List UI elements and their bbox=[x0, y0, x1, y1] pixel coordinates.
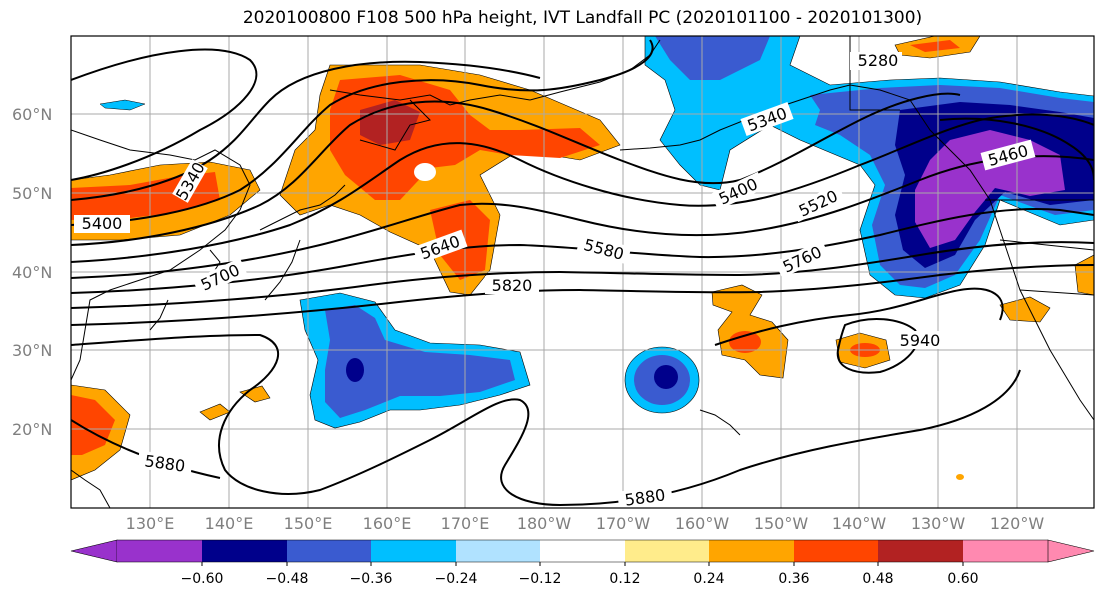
contour-label-5400-west: 5400 bbox=[82, 214, 123, 233]
colorbar-segment bbox=[117, 540, 202, 562]
colorbar-extend-min bbox=[70, 539, 118, 563]
contour-label-5820: 5820 bbox=[492, 276, 533, 295]
colorbar-segment bbox=[540, 540, 625, 562]
colorbar-tick-label: 0.60 bbox=[947, 571, 979, 587]
colorbar-tick-label: 0.12 bbox=[609, 571, 641, 587]
lon-label-140w: 140°W bbox=[831, 514, 887, 533]
lon-label-130e: 130°E bbox=[125, 514, 175, 533]
lon-label-160e: 160°E bbox=[362, 514, 412, 533]
lon-label-170w: 170°W bbox=[595, 514, 651, 533]
colorbar-segment bbox=[878, 540, 963, 562]
colorbar-extend-max bbox=[1047, 539, 1095, 563]
colorbar-tick-label: 0.36 bbox=[778, 571, 810, 587]
colorbar-segment bbox=[456, 540, 540, 562]
colorbar-segment bbox=[709, 540, 794, 562]
colorbar-segment bbox=[371, 540, 456, 562]
height-contours bbox=[71, 39, 1094, 507]
negative-anomaly-fills bbox=[99, 36, 1094, 429]
colorbar-segment bbox=[794, 540, 878, 562]
colorbar-tick-label: −0.48 bbox=[265, 571, 309, 587]
colorbar-tick-label: −0.24 bbox=[434, 571, 478, 587]
lat-label-30n: 30°N bbox=[12, 341, 53, 360]
contour-label-5940: 5940 bbox=[900, 331, 941, 350]
map-title: 2020100800 F108 500 hPa height, IVT Land… bbox=[242, 8, 923, 28]
contour-label-5880-east: 5880 bbox=[624, 485, 667, 509]
map-plot-area: 5280 5340 5340 5400 5400 5460 5520 5580 … bbox=[71, 36, 1094, 509]
colorbar-tick-label: 0.48 bbox=[862, 571, 894, 587]
colorbar-tick-label: 0.24 bbox=[693, 571, 725, 587]
colorbar-segment bbox=[625, 540, 709, 562]
lon-label-120w: 120°W bbox=[989, 514, 1045, 533]
map-frame bbox=[70, 35, 1095, 509]
colorbar-segment bbox=[202, 540, 287, 562]
contour-label-5280: 5280 bbox=[858, 51, 899, 70]
lon-label-180w: 180°W bbox=[516, 514, 572, 533]
lon-label-160w: 160°W bbox=[674, 514, 730, 533]
colorbar-segment bbox=[963, 540, 1048, 562]
lon-label-130w: 130°W bbox=[910, 514, 966, 533]
lat-label-50n: 50°N bbox=[12, 184, 53, 203]
lon-label-140e: 140°E bbox=[204, 514, 254, 533]
colorbar-tick-label: −0.60 bbox=[180, 571, 224, 587]
lat-label-60n: 60°N bbox=[12, 105, 53, 124]
lat-label-40n: 40°N bbox=[12, 263, 53, 282]
colorbar-tick-label: −0.12 bbox=[518, 571, 562, 587]
lon-label-150w: 150°W bbox=[753, 514, 809, 533]
lon-label-150e: 150°E bbox=[283, 514, 333, 533]
lat-label-20n: 20°N bbox=[12, 420, 53, 439]
lon-label-170e: 170°E bbox=[440, 514, 490, 533]
colorbar-segment bbox=[287, 540, 371, 562]
colorbar-tick-label: −0.36 bbox=[349, 571, 393, 587]
colorbar bbox=[70, 539, 1095, 566]
